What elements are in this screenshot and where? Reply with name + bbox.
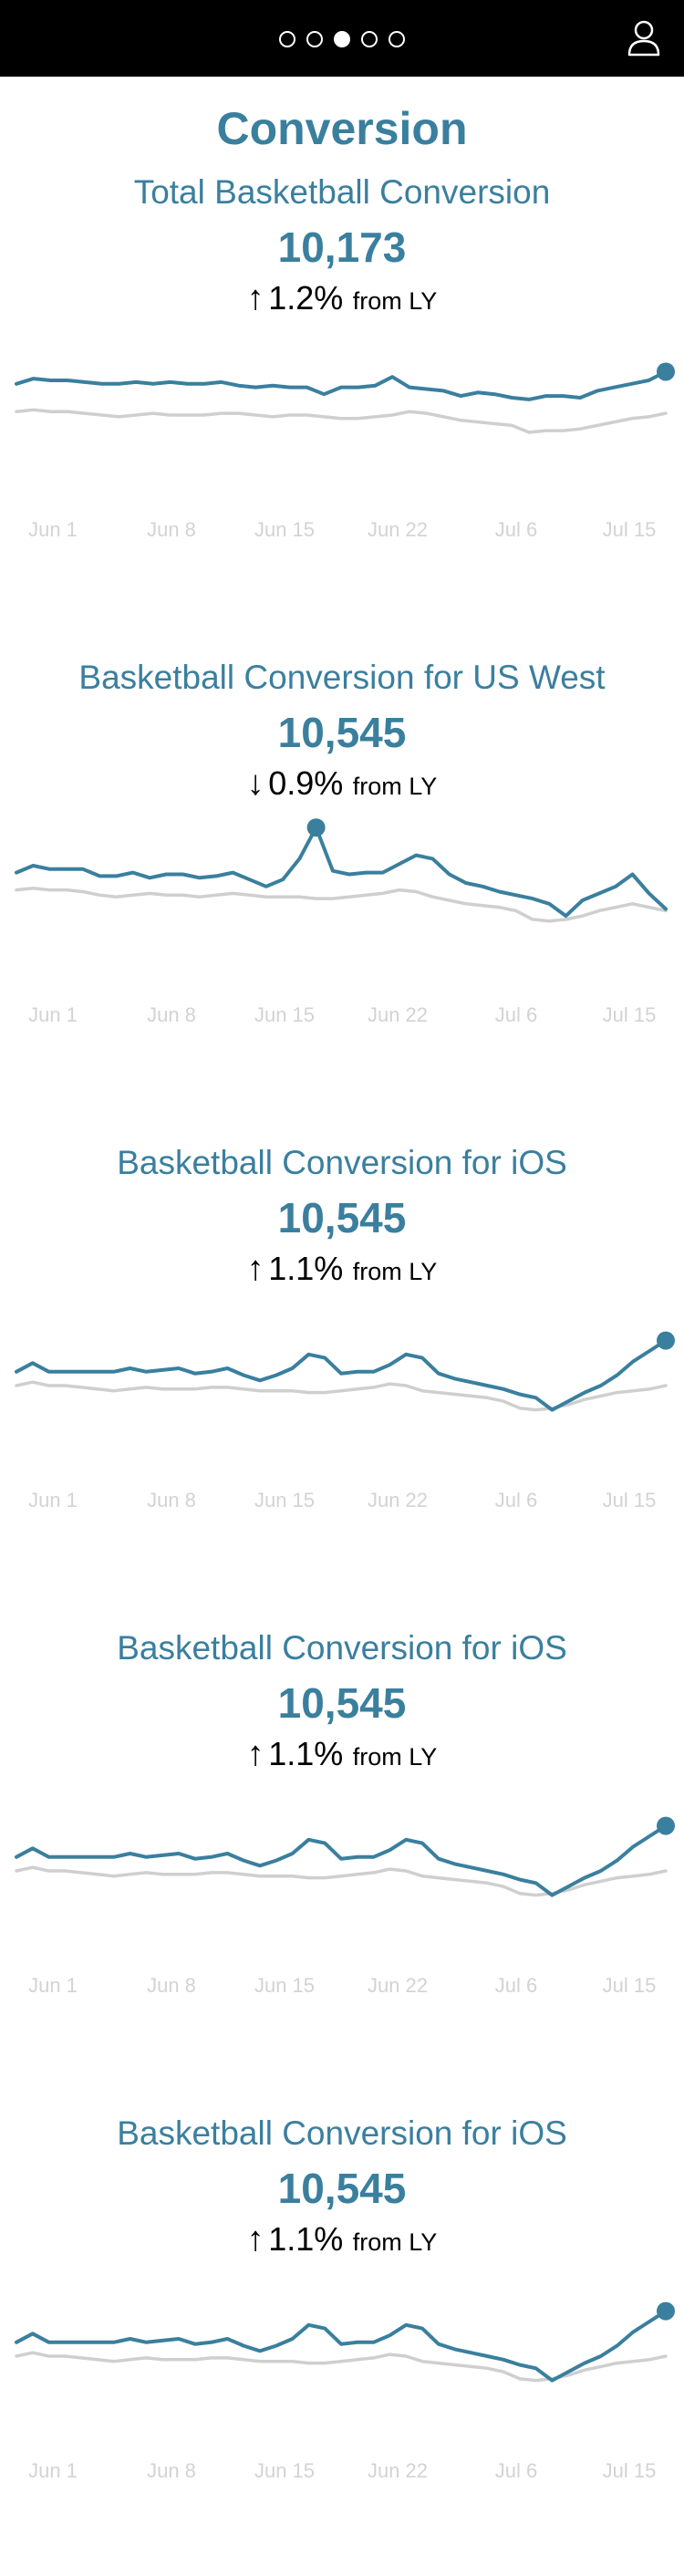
x-tick-label: Jul 15 xyxy=(603,2459,657,2482)
series-line-current xyxy=(15,826,668,919)
section-title: Total Basketball Conversion xyxy=(133,173,551,211)
line-chart: Jun 1 Jun 8 Jun 15 Jun 22 Jul 6 Jul 15 xyxy=(15,818,668,1026)
change-percent: 1.1% xyxy=(268,2220,344,2258)
x-tick-label: Jul 15 xyxy=(603,1974,657,1997)
x-tick-label: Jun 22 xyxy=(368,1489,428,1511)
page-dot-4[interactable] xyxy=(361,31,378,47)
x-tick-label: Jun 22 xyxy=(368,518,428,541)
highlight-point[interactable] xyxy=(657,1331,675,1350)
change-label: from LY xyxy=(352,1743,438,1771)
x-tick-label: Jun 15 xyxy=(254,1974,315,1997)
metric-value: 10,173 xyxy=(277,223,407,271)
x-tick-label: Jun 1 xyxy=(28,1489,78,1511)
user-profile-button[interactable] xyxy=(626,18,662,58)
change-label: from LY xyxy=(352,1258,438,1285)
highlight-point[interactable] xyxy=(657,2301,675,2321)
x-tick-label: Jun 1 xyxy=(28,2459,78,2482)
metric-section-ios-2: Basketball Conversion for iOS 10,545 ↑ 1… xyxy=(0,1629,684,2067)
x-tick-label: Jun 8 xyxy=(147,1489,196,1511)
metric-value: 10,545 xyxy=(277,1679,407,1727)
series-line-current xyxy=(15,2309,668,2383)
series-line-last-year xyxy=(15,2351,668,2383)
section-title: Basketball Conversion for iOS xyxy=(117,1144,567,1181)
user-icon xyxy=(627,20,660,57)
arrow-up-icon: ↑ xyxy=(246,1250,264,1288)
line-chart: Jun 1 Jun 8 Jun 15 Jun 22 Jul 6 Jul 15 xyxy=(15,1331,675,1511)
change-line: ↑ 1.2% from LY xyxy=(0,279,684,318)
series-line-current xyxy=(15,369,668,401)
change-line: ↑ 1.1% from LY xyxy=(0,1250,684,1289)
change-percent: 1.1% xyxy=(268,1735,344,1772)
page-indicator xyxy=(0,31,684,47)
section-title: Basketball Conversion for US West xyxy=(78,659,606,696)
metric-value: 10,545 xyxy=(277,1194,407,1241)
x-tick-label: Jun 8 xyxy=(147,2459,196,2482)
metric-section-ios-1: Basketball Conversion for iOS 10,545 ↑ 1… xyxy=(0,1144,684,1582)
x-tick-label: Jun 15 xyxy=(254,1003,315,1026)
x-tick-label: Jun 1 xyxy=(28,1003,78,1026)
change-line: ↑ 1.1% from LY xyxy=(0,1735,684,1774)
page-dot-2[interactable] xyxy=(306,31,323,47)
page-dot-3-active[interactable] xyxy=(334,31,350,47)
metric-section-total: Total Basketball Conversion 10,173 ↑ 1.2… xyxy=(0,173,684,611)
x-tick-label: Jul 6 xyxy=(495,518,537,541)
series-line-last-year xyxy=(15,1380,668,1412)
x-tick-label: Jul 6 xyxy=(495,1489,537,1511)
change-percent: 1.1% xyxy=(268,1250,344,1287)
x-tick-label: Jul 15 xyxy=(603,1489,657,1511)
series-line-last-year xyxy=(15,1865,668,1897)
series-line-last-year xyxy=(15,408,668,434)
change-label: from LY xyxy=(352,773,438,800)
section-title: Basketball Conversion for iOS xyxy=(117,1629,567,1667)
section-title: Basketball Conversion for iOS xyxy=(117,2114,567,2152)
x-tick-label: Jun 8 xyxy=(147,518,196,541)
x-tick-label: Jul 6 xyxy=(495,1974,537,1997)
change-label: from LY xyxy=(352,2228,438,2256)
arrow-down-icon: ↓ xyxy=(246,764,264,803)
x-tick-label: Jun 22 xyxy=(368,1974,428,1997)
change-label: from LY xyxy=(352,287,438,315)
metric-value: 10,545 xyxy=(277,709,407,756)
x-tick-label: Jun 15 xyxy=(254,1489,315,1511)
x-tick-label: Jul 6 xyxy=(495,2459,537,2482)
change-line: ↑ 1.1% from LY xyxy=(0,2220,684,2259)
change-line: ↓ 0.9% from LY xyxy=(0,764,684,804)
line-chart: Jun 1 Jun 8 Jun 15 Jun 22 Jul 6 Jul 15 xyxy=(15,1816,675,1997)
x-tick-label: Jun 15 xyxy=(254,2459,315,2482)
arrow-up-icon: ↑ xyxy=(246,2220,264,2259)
x-tick-label: Jun 22 xyxy=(368,2459,428,2482)
page-dot-5[interactable] xyxy=(389,31,405,47)
arrow-up-icon: ↑ xyxy=(246,1735,264,1773)
top-bar xyxy=(0,0,684,77)
line-chart: Jun 1 Jun 8 Jun 15 Jun 22 Jul 6 Jul 15 xyxy=(15,362,675,541)
x-tick-label: Jul 15 xyxy=(603,518,657,541)
highlight-point[interactable] xyxy=(657,362,675,381)
x-tick-label: Jun 15 xyxy=(254,518,315,541)
x-tick-label: Jun 8 xyxy=(147,1974,196,1997)
page-dot-1[interactable] xyxy=(279,31,295,47)
x-tick-label: Jul 15 xyxy=(603,1003,657,1026)
series-line-current xyxy=(15,1338,668,1412)
change-percent: 1.2% xyxy=(268,279,344,317)
x-tick-label: Jun 8 xyxy=(147,1003,196,1026)
metric-section-us-west: Basketball Conversion for US West 10,545… xyxy=(0,659,684,1096)
series-line-last-year xyxy=(15,886,668,923)
line-chart: Jun 1 Jun 8 Jun 15 Jun 22 Jul 6 Jul 15 xyxy=(15,2301,675,2482)
x-tick-label: Jun 22 xyxy=(368,1003,428,1026)
page-title: Conversion xyxy=(216,103,468,154)
x-tick-label: Jun 1 xyxy=(28,1974,78,1997)
arrow-up-icon: ↑ xyxy=(246,279,264,317)
highlight-point[interactable] xyxy=(306,818,326,837)
metric-value: 10,545 xyxy=(277,2165,407,2212)
x-tick-label: Jun 1 xyxy=(28,518,78,541)
x-tick-label: Jul 6 xyxy=(495,1003,537,1026)
highlight-point[interactable] xyxy=(657,1816,675,1835)
change-percent: 0.9% xyxy=(268,764,344,802)
series-line-current xyxy=(15,1823,668,1897)
metric-section-ios-3: Basketball Conversion for iOS 10,545 ↑ 1… xyxy=(0,2114,684,2552)
